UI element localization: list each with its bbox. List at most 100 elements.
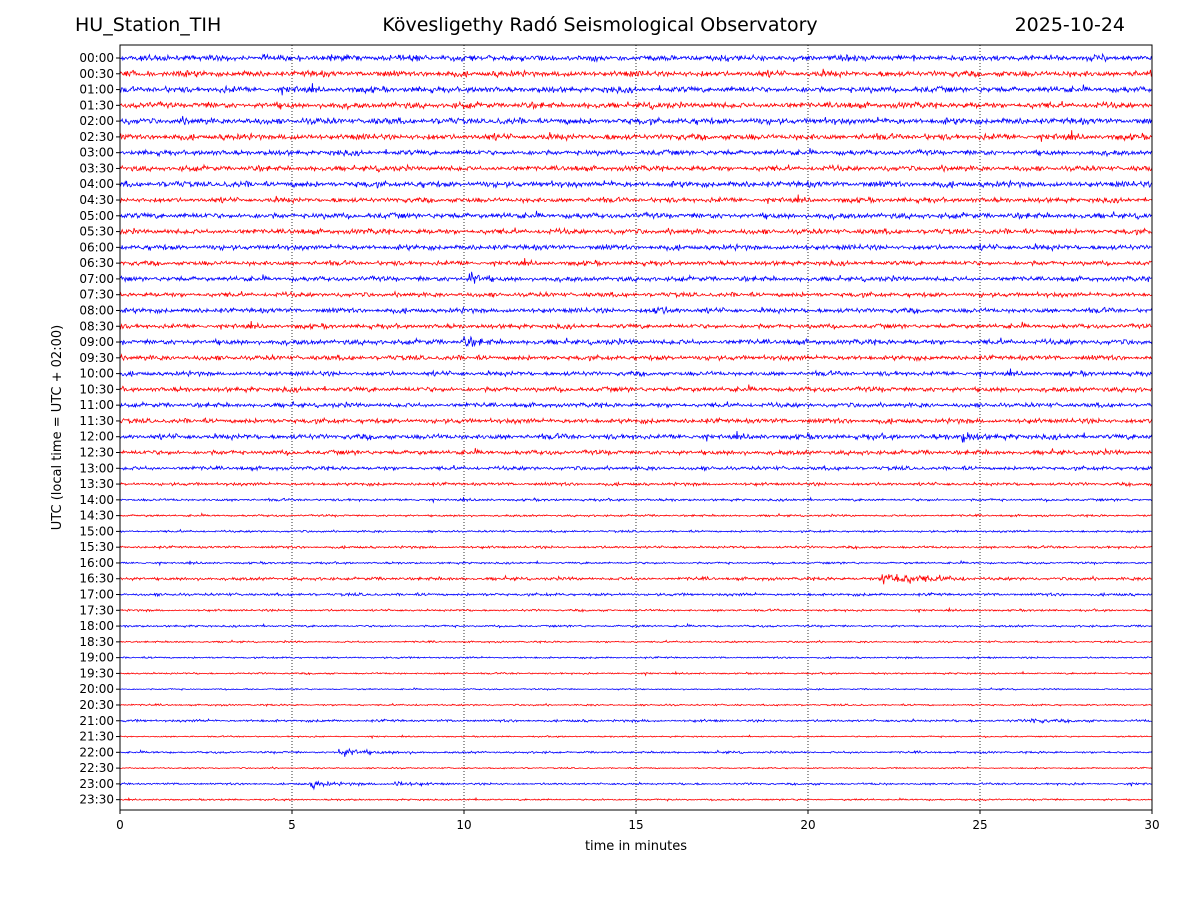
y-tick-label: 17:30 (79, 603, 114, 617)
y-tick-label: 02:00 (79, 114, 114, 128)
seismic-trace-1400 (119, 496, 1153, 504)
y-tick-label: 19:30 (79, 666, 114, 680)
y-tick-label: 04:30 (79, 193, 114, 207)
seismic-trace-0000 (119, 52, 1153, 63)
y-tick-label: 17:00 (79, 588, 114, 602)
y-tick-label: 12:30 (79, 446, 114, 460)
seismic-trace-2300 (119, 780, 1153, 791)
y-tick-label: 23:00 (79, 777, 114, 791)
y-tick-label: 08:00 (79, 303, 114, 317)
seismic-trace-1000 (119, 368, 1153, 378)
seismic-trace-0200 (119, 115, 1153, 126)
chart-date: 2025-10-24 (1014, 14, 1125, 36)
seismic-trace-1530 (119, 544, 1153, 551)
seismic-trace-1630 (119, 573, 1153, 585)
seismic-trace-1930 (119, 670, 1153, 677)
seismic-trace-0030 (119, 68, 1153, 79)
seismic-trace-0500 (119, 210, 1153, 221)
y-tick-label: 18:00 (79, 619, 114, 633)
chart-title: Kövesligethy Radó Seismological Observat… (382, 14, 818, 36)
station-name: HU_Station_TIH (75, 14, 222, 36)
seismic-trace-1100 (119, 400, 1153, 410)
seismic-trace-0300 (119, 148, 1153, 158)
y-tick-label: 23:30 (79, 793, 114, 807)
seismic-trace-0700 (119, 271, 1153, 284)
y-tick-label: 16:00 (79, 556, 114, 570)
seismic-trace-0930 (119, 353, 1153, 363)
seismic-trace-2100 (119, 717, 1152, 724)
seismic-trace-2230 (119, 766, 1153, 770)
y-tick-label: 13:00 (79, 461, 114, 475)
y-tick-label: 07:00 (79, 272, 114, 286)
seismic-trace-1330 (119, 480, 1153, 488)
trace-layer (119, 52, 1153, 802)
seismic-trace-1830 (119, 639, 1153, 644)
y-tick-label: 14:00 (79, 493, 114, 507)
y-tick-label: 03:30 (79, 161, 114, 175)
y-tick-label: 00:00 (79, 51, 114, 65)
seismic-trace-0330 (119, 163, 1153, 173)
y-tick-label: 03:00 (79, 146, 114, 160)
y-tick-label: 01:00 (79, 83, 114, 97)
y-tick-label: 05:30 (79, 225, 114, 239)
x-tick-label: 0 (116, 818, 124, 832)
seismic-trace-2130 (119, 734, 1153, 740)
seismic-trace-0800 (119, 306, 1153, 315)
seismic-trace-0430 (119, 194, 1153, 205)
y-tick-label: 19:00 (79, 651, 114, 665)
y-tick-label: 15:30 (79, 540, 114, 554)
seismic-trace-0100 (119, 83, 1153, 96)
seismic-trace-1230 (119, 447, 1153, 457)
y-tick-label: 10:00 (79, 367, 114, 381)
y-tick-label: 15:00 (79, 524, 114, 538)
y-tick-label: 13:30 (79, 477, 114, 491)
y-tick-label: 11:00 (79, 398, 114, 412)
x-tick-label: 10 (456, 818, 471, 832)
seismic-trace-0600 (119, 242, 1153, 252)
y-tick-label: 14:30 (79, 509, 114, 523)
seismic-trace-0830 (119, 321, 1153, 331)
seismic-trace-2030 (119, 702, 1153, 708)
seismic-trace-2330 (119, 796, 1153, 802)
y-tick-label: 00:30 (79, 67, 114, 81)
y-tick-label: 08:30 (79, 319, 114, 333)
y-tick-label: 06:30 (79, 256, 114, 270)
y-tick-label: 06:00 (79, 240, 114, 254)
x-tick-layer: 0 5 10 15 20 25 30 (116, 810, 1160, 832)
y-tick-label: 05:00 (79, 209, 114, 223)
grid-layer (291, 45, 981, 810)
y-tick-label: 16:30 (79, 572, 114, 586)
y-tick-label: 12:00 (79, 430, 114, 444)
x-tick-label: 30 (1144, 818, 1159, 832)
y-tick-label: 09:00 (79, 335, 114, 349)
x-axis-label: time in minutes (585, 839, 687, 854)
x-tick-label: 20 (800, 818, 815, 832)
y-tick-label: 10:30 (79, 382, 114, 396)
y-tick-label: 22:00 (79, 745, 114, 759)
x-tick-label: 15 (628, 818, 643, 832)
y-tick-label: 20:30 (79, 698, 114, 712)
y-tick-label: 09:30 (79, 351, 114, 365)
x-tick-label: 5 (288, 818, 296, 832)
y-tick-label: 11:30 (79, 414, 114, 428)
seismic-trace-1700 (119, 591, 1153, 598)
seismic-trace-1600 (119, 559, 1152, 567)
seismic-trace-1430 (119, 512, 1153, 519)
y-tick-label: 07:30 (79, 288, 114, 302)
seismic-trace-0900 (119, 335, 1153, 348)
seismic-trace-1030 (119, 384, 1153, 394)
seismic-trace-1900 (119, 655, 1153, 660)
y-tick-label: 01:30 (79, 98, 114, 112)
y-axis-label: UTC (local time = UTC + 02:00) (50, 325, 65, 530)
seismic-trace-0400 (119, 179, 1153, 189)
y-tick-label: 21:00 (79, 714, 114, 728)
y-tick-label: 22:30 (79, 761, 114, 775)
y-tick-label: 18:30 (79, 635, 114, 649)
seismic-trace-1300 (119, 464, 1153, 472)
seismic-trace-1200 (119, 430, 1153, 443)
y-tick-label: 20:00 (79, 682, 114, 696)
seismic-trace-2000 (119, 687, 1152, 691)
seismic-trace-0230 (119, 130, 1153, 142)
